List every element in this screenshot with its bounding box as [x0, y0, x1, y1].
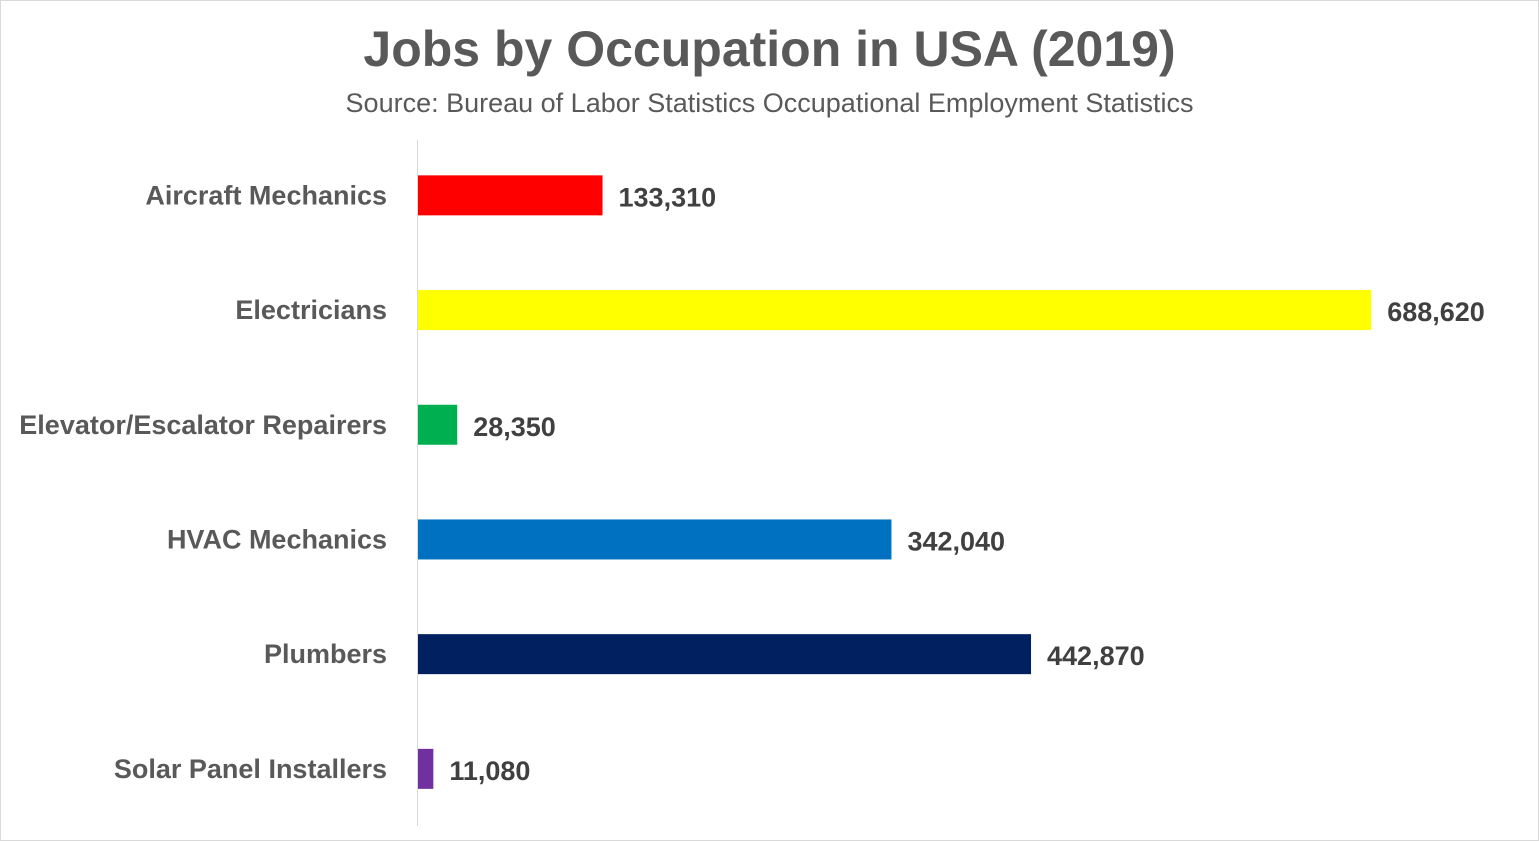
- value-label-solar-panel-installers: 11,080: [449, 756, 530, 786]
- value-labels-group: 133,310 688,620 28,350 342,040 442,870 11,080: [449, 182, 1485, 786]
- category-label-electricians: Electricians: [235, 295, 387, 325]
- category-label-elevator-escalator-repairers: Elevator/Escalator Repairers: [19, 410, 387, 440]
- category-label-plumbers: Plumbers: [264, 639, 387, 669]
- value-label-aircraft-mechanics: 133,310: [619, 182, 717, 212]
- value-label-elevator-escalator-repairers: 28,350: [473, 412, 556, 442]
- bar-aircraft-mechanics: [418, 175, 603, 216]
- chart-title: Jobs by Occupation in USA (2019): [363, 21, 1176, 77]
- bars-group: [418, 175, 1372, 789]
- bar-hvac-mechanics: [418, 519, 892, 560]
- category-label-hvac-mechanics: HVAC Mechanics: [167, 524, 387, 554]
- bar-plumbers: [418, 634, 1032, 675]
- value-label-electricians: 688,620: [1387, 297, 1485, 327]
- category-labels-group: Aircraft Mechanics Electricians Elevator/E…: [19, 180, 387, 784]
- category-label-aircraft-mechanics: Aircraft Mechanics: [145, 180, 387, 210]
- category-label-solar-panel-installers: Solar Panel Installers: [114, 754, 387, 784]
- bar-solar-panel-installers: [418, 748, 434, 789]
- value-label-plumbers: 442,870: [1047, 641, 1145, 671]
- bar-elevator-escalator-repairers: [418, 404, 458, 445]
- bar-electricians: [418, 290, 1372, 331]
- value-label-hvac-mechanics: 342,040: [907, 526, 1005, 556]
- chart-subtitle: Source: Bureau of Labor Statistics Occup…: [345, 88, 1194, 118]
